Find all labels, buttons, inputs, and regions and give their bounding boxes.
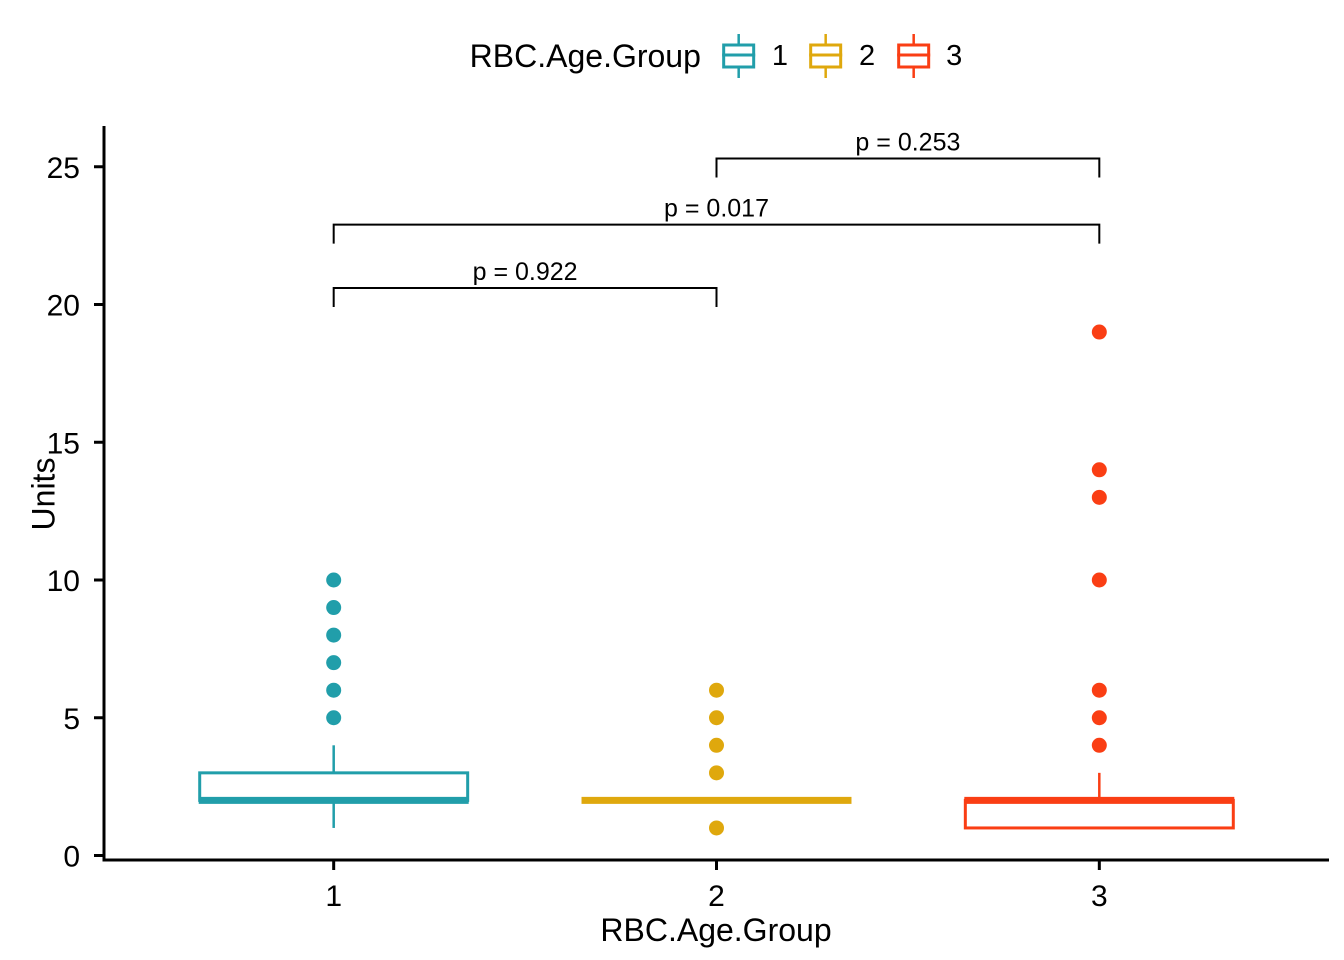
outlier-point [709, 682, 724, 698]
outlier-point [326, 682, 342, 698]
legend-entry-1: 1 [719, 32, 788, 80]
outlier-point [326, 710, 342, 726]
x-tick-label: 1 [325, 880, 342, 913]
legend-label: 2 [859, 39, 876, 72]
outlier-point [1091, 572, 1107, 588]
boxplot-group-3 [963, 324, 1235, 830]
outlier-point [1091, 324, 1107, 340]
p-value-label: p = 0.922 [473, 258, 578, 286]
outlier-point [326, 655, 342, 671]
comparison-bracket [715, 157, 1101, 178]
p-value-label: p = 0.253 [855, 128, 960, 156]
outlier-point [1091, 489, 1107, 505]
y-tick-label: 25 [47, 152, 80, 185]
legend-title: RBC.Age.Group [469, 37, 701, 74]
outlier-point [326, 627, 342, 643]
x-tick-label: 3 [1091, 880, 1108, 913]
legend-entry-3: 3 [893, 32, 962, 80]
outlier-point [1091, 682, 1107, 698]
boxplot-group-1 [198, 572, 470, 828]
y-tick-label: 20 [47, 290, 80, 323]
legend-key-boxplot-icon [896, 34, 930, 78]
y-tick-label: 5 [63, 703, 80, 736]
outlier-point [1091, 462, 1107, 478]
outlier-point [709, 765, 724, 781]
y-tick-label: 15 [47, 427, 80, 460]
outlier-point [1091, 710, 1107, 726]
iqr-box [963, 798, 1235, 830]
x-tick-label: 2 [708, 880, 725, 913]
comparison-bracket [332, 286, 718, 307]
outlier-point [709, 737, 724, 753]
p-value-label: p = 0.017 [664, 195, 769, 223]
legend-entry-2: 2 [806, 32, 875, 80]
y-tick-label: 10 [47, 565, 80, 598]
outlier-point [326, 600, 342, 616]
legend: RBC.Age.Group 1 2 3 [469, 32, 962, 80]
boxplot-group-2 [581, 682, 852, 836]
outlier-point [1091, 737, 1107, 753]
outlier-point [709, 710, 724, 726]
legend-key-boxplot-icon [722, 34, 756, 78]
legend-key-boxplot-icon [809, 34, 843, 78]
iqr-box [198, 771, 470, 802]
x-axis-title: RBC.Age.Group [600, 912, 832, 948]
comparison-bracket [332, 223, 1101, 244]
y-axis-title: Units [25, 457, 62, 531]
legend-label: 3 [946, 39, 963, 72]
outlier-point [326, 572, 342, 588]
outlier-point [709, 820, 724, 836]
y-tick-label: 0 [63, 841, 80, 874]
legend-label: 1 [771, 39, 789, 72]
